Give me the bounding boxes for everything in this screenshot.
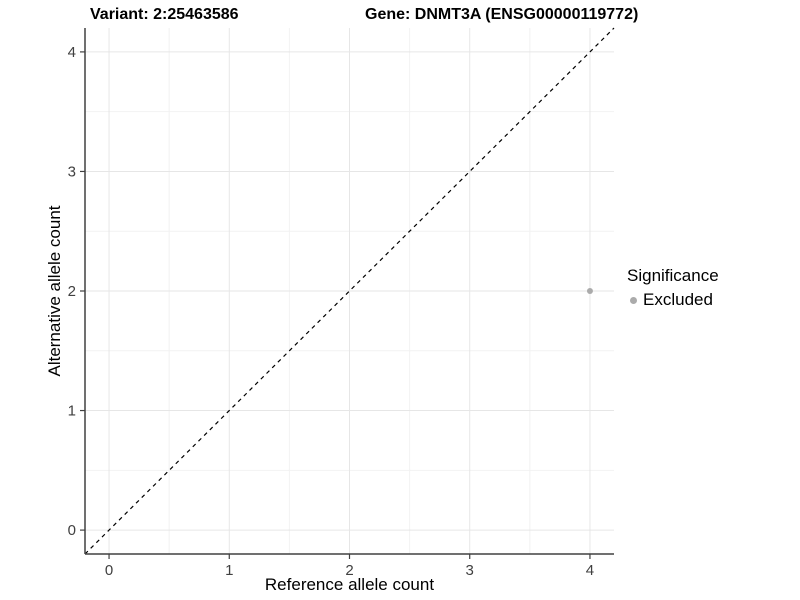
x-tick-label: 4 — [586, 562, 594, 579]
y-tick-label: 1 — [68, 403, 76, 420]
data-point — [586, 288, 593, 294]
gridlines-major — [85, 28, 614, 554]
legend: Significance Excluded — [627, 265, 719, 310]
y-tick-label: 3 — [68, 163, 76, 180]
plot-title-gene: Gene: DNMT3A (ENSG00000119772) — [365, 6, 639, 23]
y-tick-label: 2 — [68, 283, 76, 300]
y-axis-title: Alternative allele count — [45, 205, 64, 377]
x-tick-label: 0 — [105, 562, 113, 579]
tick-marks — [80, 51, 591, 559]
series-excluded — [586, 288, 593, 294]
y-tick-label: 4 — [68, 44, 76, 61]
x-tick-label: 3 — [466, 562, 474, 579]
legend-point-icon — [630, 296, 637, 304]
legend-title: Significance — [627, 266, 719, 285]
x-tick-label: 2 — [345, 562, 353, 579]
plot-title-variant: Variant: 2:25463586 — [90, 6, 239, 23]
y-tick-label: 0 — [68, 522, 76, 539]
legend-item-label: Excluded — [643, 290, 713, 309]
x-axis-title: Reference allele count — [264, 575, 435, 594]
legend-item-excluded: Excluded — [627, 290, 719, 310]
x-tick-label: 1 — [225, 562, 233, 579]
